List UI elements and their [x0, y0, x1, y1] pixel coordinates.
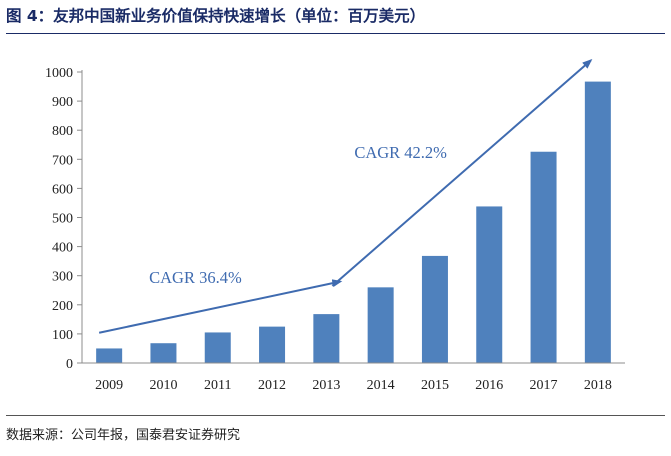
x-tick-label: 2012 [258, 378, 286, 393]
x-tick-label: 2018 [584, 378, 612, 393]
footer-divider [6, 415, 665, 416]
cagr-arrow-2009-2013 [98, 279, 343, 334]
bar-2016 [476, 206, 503, 363]
x-tick-label: 2017 [530, 378, 558, 393]
bars-group [96, 81, 611, 363]
y-tick-label: 300 [52, 270, 73, 285]
x-tick-label: 2013 [312, 378, 340, 393]
cagr-arrow-2013-2018 [331, 59, 593, 287]
bar-2011 [204, 332, 231, 363]
title-divider [6, 33, 665, 34]
y-axis: 0 100 200 300 400 500 600 700 800 900 1000 [45, 66, 83, 372]
y-tick-label: 1000 [45, 66, 73, 81]
bar-2015 [421, 255, 448, 363]
source-note: 数据来源：公司年报，国泰君安证券研究 [6, 428, 241, 443]
y-tick-label: 500 [52, 212, 73, 227]
x-tick-label: 2011 [204, 378, 231, 393]
y-tick-label: 900 [52, 95, 73, 110]
bar-2014 [367, 287, 394, 363]
y-tick-label: 100 [52, 328, 73, 343]
cagr-label-2009-2013: CAGR 36.4% [149, 268, 242, 287]
y-tick-label: 0 [66, 357, 73, 372]
bar-2010 [150, 343, 177, 363]
x-tick-label: 2015 [421, 378, 449, 393]
x-tick-label: 2016 [475, 378, 503, 393]
y-tick-label: 400 [52, 241, 73, 256]
bar-2018 [584, 81, 611, 363]
y-tick-label: 200 [52, 299, 73, 314]
bar-2009 [96, 348, 123, 363]
x-tick-label: 2014 [367, 378, 395, 393]
bar-2012 [259, 326, 286, 363]
x-tick-label: 2010 [149, 378, 177, 393]
annotations-group: CAGR 36.4% CAGR 42.2% [98, 59, 593, 334]
chart-title: 图 4：友邦中国新业务价值保持快速增长（单位：百万美元） [6, 7, 426, 25]
y-tick-label: 800 [52, 124, 73, 139]
x-axis: 2009 2010 2011 2012 2013 2014 2015 2016 2017 2018 [82, 362, 625, 393]
cagr-label-2013-2018: CAGR 42.2% [354, 143, 447, 162]
bar-chart: 0 100 200 300 400 500 600 700 800 900 1000 2009 201… [45, 59, 625, 393]
y-tick-label: 700 [52, 153, 73, 168]
bar-2013 [313, 314, 340, 363]
x-tick-label: 2009 [95, 378, 123, 393]
bar-2017 [530, 151, 557, 363]
y-tick-label: 600 [52, 182, 73, 197]
